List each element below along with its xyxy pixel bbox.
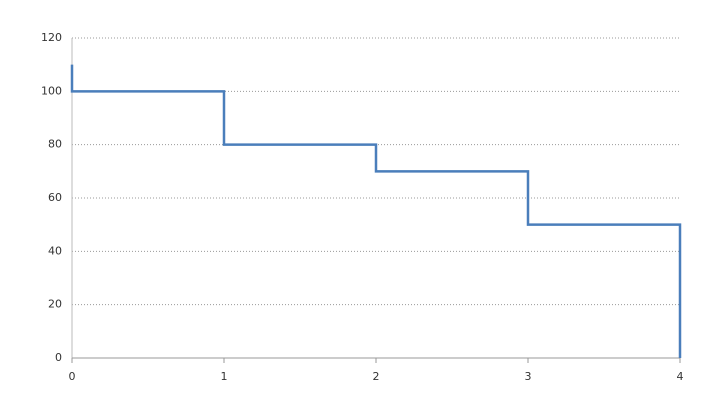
x-tick-label: 3 (525, 370, 532, 383)
y-tick-label: 100 (41, 84, 62, 97)
y-tick-label: 80 (48, 138, 62, 151)
data-line (70, 64, 682, 358)
y-tick-label: 60 (48, 191, 62, 204)
x-tick-label: 4 (677, 370, 684, 383)
x-tick-label: 1 (221, 370, 228, 383)
y-tick-label: 120 (41, 31, 62, 44)
y-tick-label: 40 (48, 244, 62, 257)
x-tick-label: 0 (69, 370, 76, 383)
y-tick-label: 0 (55, 351, 62, 364)
x-tick-label: 2 (373, 370, 380, 383)
y-tick-label: 20 (48, 298, 62, 311)
